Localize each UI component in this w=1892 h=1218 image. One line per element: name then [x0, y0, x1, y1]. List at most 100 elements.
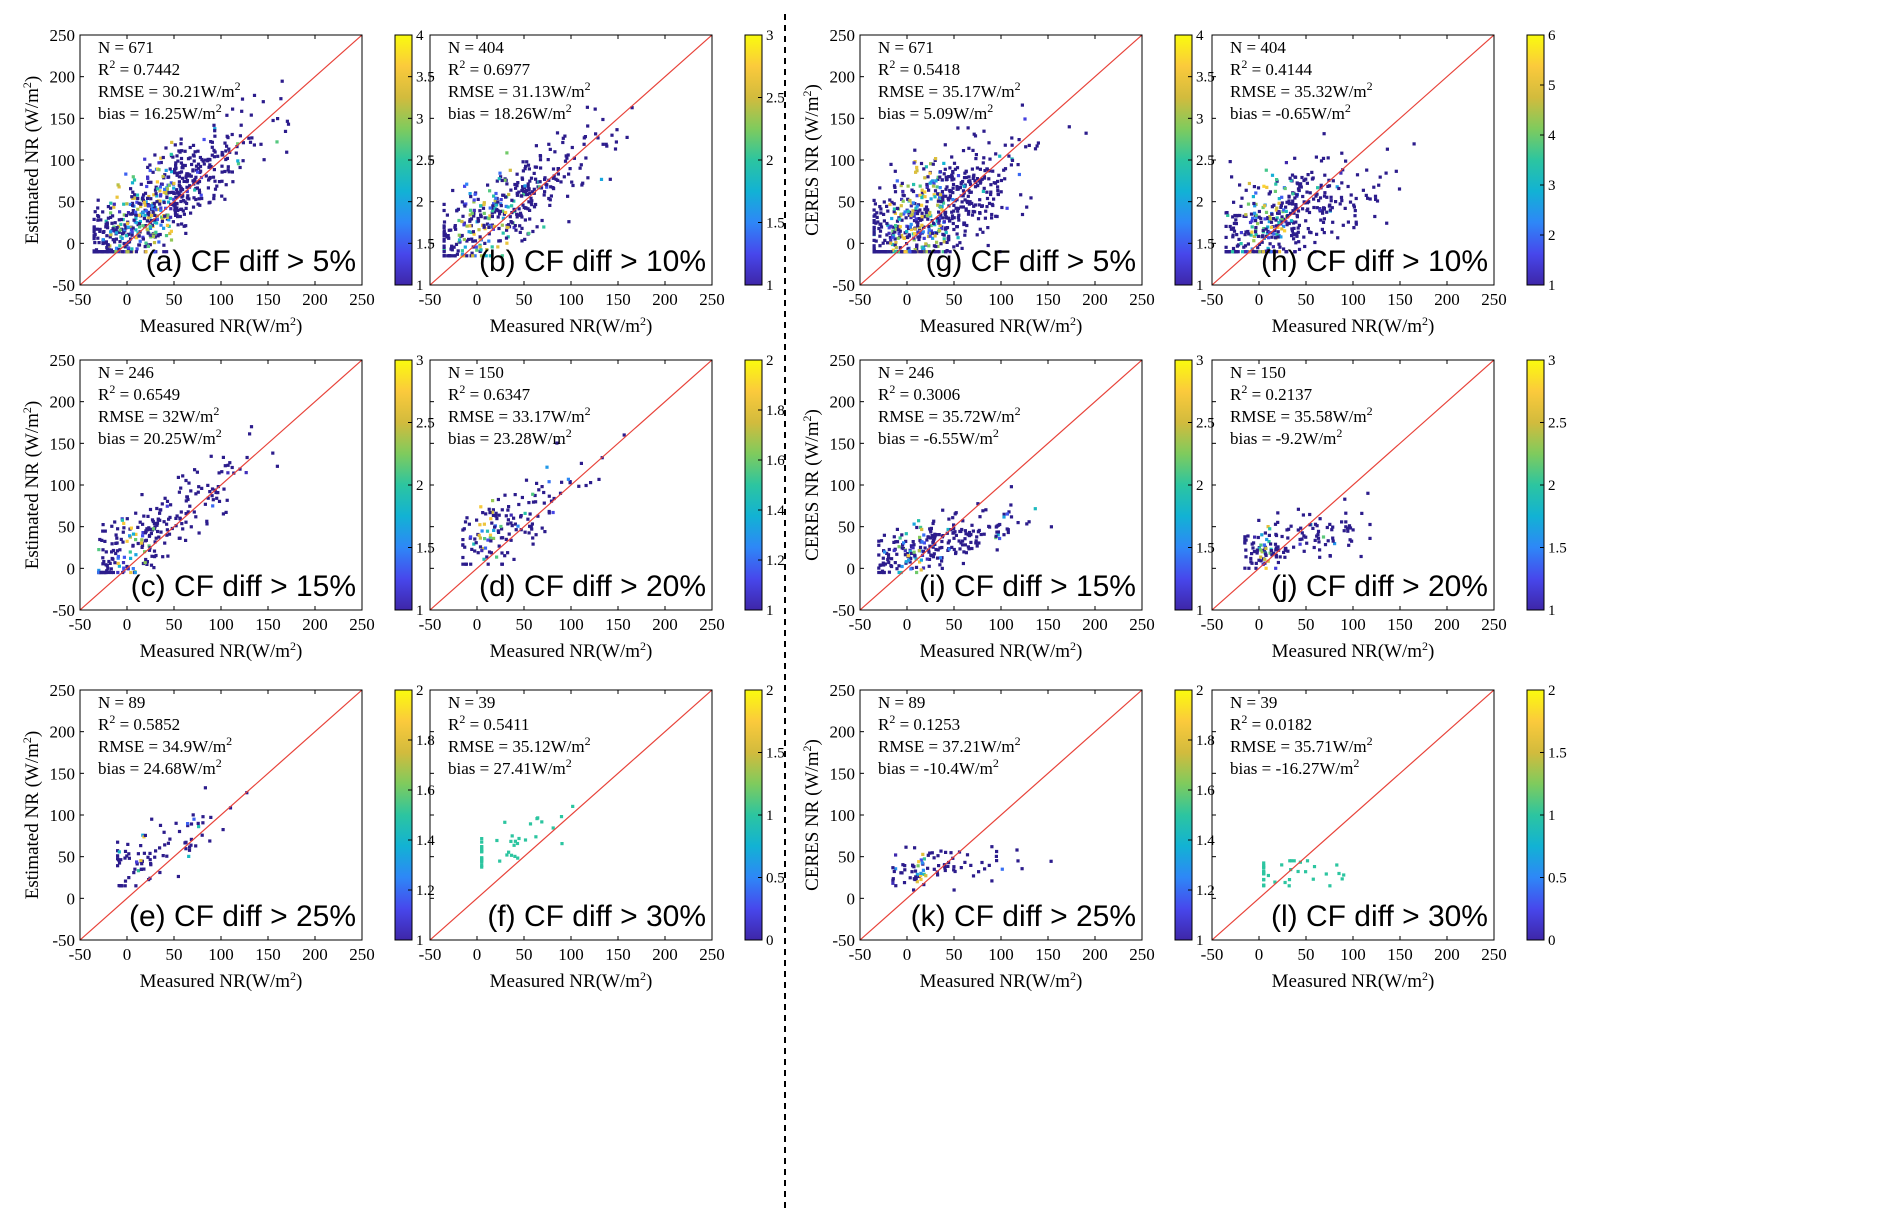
data-point: [1325, 195, 1329, 199]
x-axis-label: Measured NR(W/m2): [140, 969, 303, 992]
data-point: [891, 248, 895, 252]
data-point: [174, 524, 178, 528]
data-point: [906, 197, 910, 201]
data-point: [1324, 872, 1328, 876]
data-point: [897, 564, 901, 568]
data-point: [168, 167, 172, 171]
data-point: [285, 150, 289, 154]
data-point: [120, 236, 124, 240]
data-point: [111, 227, 115, 231]
data-point: [951, 221, 955, 226]
data-point: [1314, 194, 1318, 198]
x-tick-label: 200: [652, 945, 678, 964]
x-tick-label: 150: [1387, 615, 1413, 634]
stat-n: N = 246: [98, 363, 154, 382]
data-point: [877, 553, 881, 557]
data-point: [1003, 177, 1007, 181]
data-point: [449, 247, 453, 251]
data-point: [1269, 225, 1274, 229]
data-point: [92, 230, 96, 234]
y-tick-label: 150: [50, 764, 76, 783]
panel-label: (j) CF diff > 20%: [1271, 570, 1488, 603]
data-point: [915, 245, 919, 249]
data-point: [146, 244, 150, 248]
data-point: [998, 250, 1002, 254]
data-point: [259, 142, 263, 146]
data-point: [1243, 244, 1248, 248]
data-point: [240, 97, 245, 101]
data-point: [882, 563, 886, 567]
panel-e: -50 0 50 100 150 200 250-50050100150200250Meas…: [20, 681, 435, 992]
data-point: [123, 849, 128, 853]
data-point: [1368, 197, 1372, 201]
data-point: [175, 188, 179, 192]
data-point: [443, 232, 447, 236]
colorbar-tick-label: 1.5: [1548, 541, 1567, 557]
data-point: [480, 529, 484, 533]
data-point: [994, 214, 998, 218]
data-point: [1315, 206, 1319, 210]
data-point: [914, 170, 918, 174]
data-point: [537, 185, 541, 189]
data-point: [891, 866, 895, 870]
data-point: [957, 218, 961, 222]
data-point: [966, 533, 970, 537]
data-point: [115, 549, 119, 553]
data-point: [470, 251, 474, 255]
stat-bias: bias = -6.55W/m2: [878, 426, 999, 448]
data-point: [529, 196, 533, 200]
data-point: [488, 189, 492, 193]
data-point: [225, 498, 229, 502]
data-point: [1330, 528, 1334, 532]
data-point: [584, 156, 588, 160]
stat-rmse: RMSE = 35.32W/m2: [1230, 79, 1373, 101]
data-point: [158, 185, 162, 189]
data-point: [110, 524, 114, 528]
data-point: [469, 562, 473, 566]
data-point: [1284, 250, 1288, 254]
data-point: [514, 528, 518, 532]
data-point: [212, 168, 216, 172]
y-tick-label: 0: [847, 889, 856, 908]
data-point: [912, 877, 916, 881]
data-point: [924, 211, 928, 215]
data-point: [938, 546, 942, 550]
data-point: [893, 561, 897, 565]
panel-i: -50 0 50 100 150 200 250-50050100150200250Meas…: [800, 351, 1215, 662]
data-point: [543, 176, 547, 180]
data-point: [976, 217, 981, 221]
data-point: [151, 210, 155, 214]
data-point: [1373, 194, 1378, 198]
stat-r2: R2 = 0.6977: [448, 57, 531, 79]
data-point: [1244, 250, 1248, 254]
data-point: [504, 204, 508, 208]
data-point: [961, 561, 965, 566]
data-point: [124, 234, 128, 238]
data-point: [1027, 143, 1031, 147]
data-point: [520, 194, 524, 198]
data-point: [944, 187, 948, 191]
data-point: [1260, 533, 1264, 537]
data-point: [176, 208, 180, 213]
data-point: [964, 169, 968, 173]
data-point: [491, 204, 495, 208]
data-point: [1291, 199, 1295, 203]
data-point: [146, 855, 150, 859]
data-point: [1033, 507, 1037, 511]
data-point: [1020, 212, 1025, 217]
data-point: [1306, 227, 1310, 231]
colorbar-tick-label: 1.5: [1196, 541, 1215, 557]
data-point: [155, 221, 159, 225]
data-point: [97, 548, 101, 552]
data-point: [197, 179, 202, 184]
data-point: [534, 835, 538, 839]
data-point: [960, 527, 964, 532]
data-point: [131, 196, 135, 200]
data-point: [469, 535, 473, 539]
data-point: [179, 142, 183, 146]
data-point: [104, 550, 108, 554]
data-point: [478, 523, 482, 527]
data-point: [1305, 190, 1309, 194]
one-to-one-line: [860, 360, 1142, 610]
data-point: [952, 161, 957, 165]
